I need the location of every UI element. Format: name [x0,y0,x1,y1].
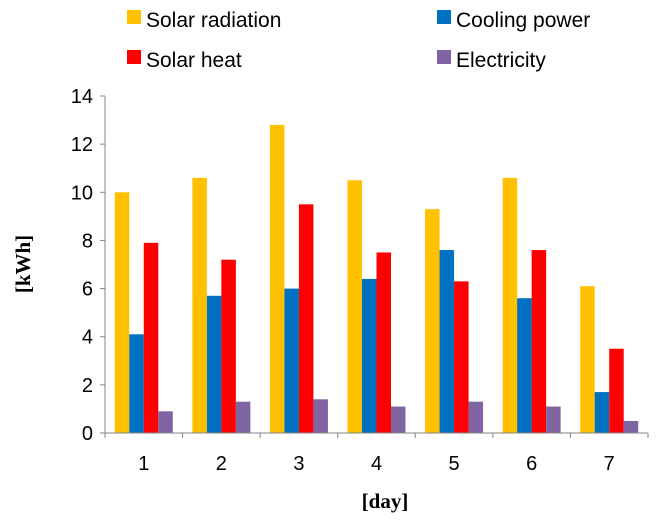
legend-label-solar-radiation: Solar radiation [146,9,281,32]
bar-electricity-day-1 [158,411,173,433]
bar-electricity-day-7 [623,420,639,433]
bars-group [114,124,639,433]
legend-swatch-solar-radiation [127,10,141,24]
bar-solar-radiation-day-6 [502,177,518,433]
legend-label-cooling-power: Cooling power [456,9,590,32]
y-axis-label: [kWh] [11,235,35,293]
bar-solar-heat-day-5 [454,281,469,433]
y-tick-label: 12 [71,134,93,156]
bar-solar-heat-day-1 [143,242,159,433]
bar-electricity-day-5 [468,401,484,433]
legend-swatch-solar-heat [127,50,141,64]
legend-label-solar-heat: Solar heat [146,49,242,72]
y-tick-label: 10 [71,182,93,204]
bar-solar-radiation-day-2 [192,177,207,433]
y-tick-label: 14 [71,86,93,108]
bar-solar-radiation-day-1 [114,192,130,433]
bar-cooling-power-day-4 [362,278,377,433]
bar-cooling-power-day-7 [594,392,610,433]
y-tick-label: 2 [82,375,93,397]
y-tick-label: 4 [82,327,93,349]
x-tick-label: 3 [293,453,304,475]
bar-cooling-power-day-5 [439,250,455,433]
bar-solar-heat-day-2 [221,259,236,433]
x-tick-label: 4 [371,453,382,475]
bar-cooling-power-day-6 [517,298,532,433]
x-axis-label: [day] [362,489,409,513]
bar-solar-radiation-day-5 [425,209,440,433]
x-tick-label: 5 [449,453,460,475]
y-axis-ticks: 0 2 4 6 8 10 12 14 [71,86,105,445]
bar-cooling-power-day-2 [206,295,222,433]
x-axis-ticks: 1 2 3 4 5 6 7 [104,433,649,475]
bar-solar-heat-day-4 [376,252,391,433]
x-tick-label: 2 [216,453,227,475]
bar-electricity-day-6 [546,406,561,433]
legend-label-electricity: Electricity [456,49,546,72]
y-tick-label: 6 [82,279,93,301]
y-tick-label: 0 [82,423,93,445]
bar-solar-heat-day-7 [609,348,624,433]
x-tick-label: 6 [526,453,537,475]
x-tick-label: 7 [604,453,615,475]
bar-solar-radiation-day-7 [580,286,595,433]
bar-electricity-day-2 [235,401,251,433]
legend: Solar radiation Cooling power Solar heat… [127,9,590,72]
bar-electricity-day-4 [391,406,406,433]
x-tick-label: 1 [138,453,149,475]
y-tick-label: 8 [82,230,93,252]
bar-solar-heat-day-6 [531,250,547,433]
legend-swatch-electricity [437,50,451,64]
bar-cooling-power-day-1 [129,334,144,433]
bar-solar-radiation-day-3 [269,124,285,433]
bar-solar-radiation-day-4 [347,180,362,433]
bar-solar-heat-day-3 [298,204,314,433]
legend-swatch-cooling-power [437,10,451,24]
bar-electricity-day-3 [313,399,328,433]
bar-cooling-power-day-3 [284,288,299,433]
